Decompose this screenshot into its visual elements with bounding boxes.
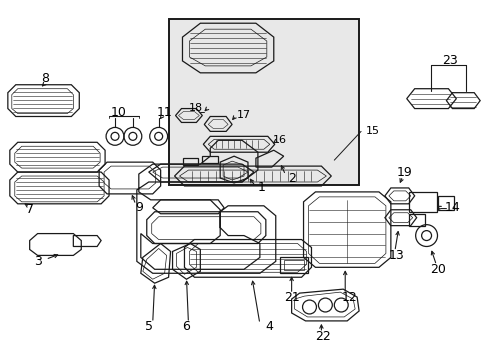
Text: 23: 23	[442, 54, 457, 67]
Bar	[438, 196, 453, 210]
Text: 22: 22	[315, 330, 330, 343]
Bar	[408, 192, 436, 212]
Text: 18: 18	[189, 103, 203, 113]
Text: 3: 3	[34, 255, 41, 268]
Bar	[168, 19, 358, 185]
Text: 19: 19	[396, 166, 412, 179]
Text: 10: 10	[111, 106, 127, 119]
Text: 9: 9	[135, 201, 142, 214]
Text: 5: 5	[144, 320, 152, 333]
Text: 4: 4	[265, 320, 273, 333]
Text: 14: 14	[444, 201, 459, 214]
Text: 17: 17	[237, 109, 250, 120]
Text: 11: 11	[157, 106, 172, 119]
Text: 13: 13	[388, 249, 404, 262]
Text: 1: 1	[257, 181, 265, 194]
Text: 2: 2	[287, 171, 295, 185]
Text: 12: 12	[341, 291, 356, 303]
Circle shape	[129, 132, 137, 140]
Text: 6: 6	[182, 320, 190, 333]
Text: 8: 8	[41, 72, 49, 85]
Text: 16: 16	[272, 135, 286, 145]
Bar	[408, 214, 424, 226]
Circle shape	[154, 132, 163, 140]
Circle shape	[111, 132, 119, 140]
Text: 20: 20	[429, 263, 446, 276]
Text: 15: 15	[365, 126, 379, 136]
Text: 7: 7	[25, 203, 34, 216]
Text: 21: 21	[283, 291, 299, 303]
